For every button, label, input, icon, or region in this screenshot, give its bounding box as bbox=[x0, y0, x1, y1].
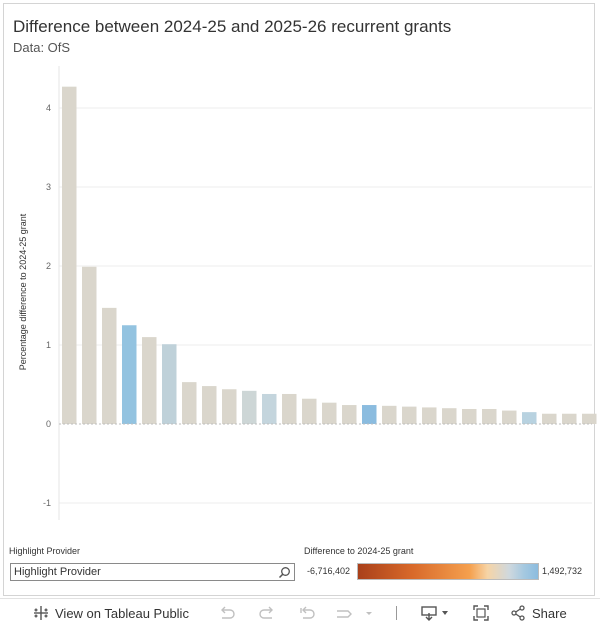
y-tick-label: 4 bbox=[46, 103, 51, 113]
bar[interactable] bbox=[62, 86, 77, 425]
bar[interactable] bbox=[382, 405, 397, 424]
download-button[interactable] bbox=[420, 605, 452, 621]
legend-min: -6,716,402 bbox=[307, 566, 351, 576]
bar[interactable] bbox=[422, 407, 437, 424]
tableau-logo-icon bbox=[34, 606, 48, 620]
legend-max: 1,492,732 bbox=[542, 566, 583, 576]
fullscreen-button[interactable] bbox=[472, 605, 490, 621]
y-tick-label: 1 bbox=[46, 340, 51, 350]
bar[interactable] bbox=[442, 408, 457, 424]
revert-icon bbox=[300, 606, 315, 619]
bar[interactable] bbox=[562, 413, 577, 424]
y-axis-label: Percentage difference to 2024-25 grant bbox=[18, 213, 28, 370]
bars bbox=[62, 86, 597, 425]
share-icon bbox=[511, 605, 525, 621]
bar[interactable] bbox=[322, 402, 337, 424]
bar[interactable] bbox=[302, 398, 317, 424]
bar[interactable] bbox=[542, 413, 557, 424]
pause-updates-button[interactable] bbox=[335, 605, 375, 621]
refresh-icon bbox=[337, 610, 372, 618]
gridlines bbox=[59, 107, 592, 504]
viz-frame bbox=[3, 3, 595, 596]
bar[interactable] bbox=[462, 408, 477, 424]
bar[interactable] bbox=[582, 413, 597, 424]
chart-subtitle: Data: OfS bbox=[13, 40, 71, 55]
bar[interactable] bbox=[482, 408, 497, 424]
bar[interactable] bbox=[262, 393, 277, 424]
search-icon[interactable] bbox=[278, 566, 291, 579]
bar[interactable] bbox=[242, 390, 257, 424]
bar[interactable] bbox=[182, 382, 197, 424]
y-tick-label: 0 bbox=[46, 419, 51, 429]
bar[interactable] bbox=[142, 337, 157, 424]
toolbar-separator bbox=[396, 606, 397, 620]
chart-title: Difference between 2024-25 and 2025-26 r… bbox=[13, 17, 452, 36]
bar[interactable] bbox=[502, 410, 517, 424]
y-axis: 4 3 2 1 0 -1 bbox=[43, 103, 51, 508]
highlight-label: Highlight Provider bbox=[9, 546, 81, 556]
revert-button[interactable] bbox=[298, 605, 316, 621]
toolbar: View on Tableau Public bbox=[0, 598, 600, 627]
bar[interactable] bbox=[82, 266, 97, 424]
bar[interactable] bbox=[202, 386, 217, 424]
bar[interactable] bbox=[362, 405, 377, 424]
fullscreen-icon bbox=[473, 605, 489, 621]
bar-chart: 4 3 2 1 0 -1 Percentage difference to 2024-25… bbox=[18, 66, 597, 520]
bar[interactable] bbox=[122, 325, 137, 424]
view-on-tableau-label: View on Tableau Public bbox=[55, 605, 189, 621]
legend-title: Difference to 2024-25 grant bbox=[304, 546, 414, 556]
highlight-provider-box[interactable] bbox=[10, 563, 295, 581]
highlight-provider-input[interactable] bbox=[14, 565, 274, 579]
redo-button[interactable] bbox=[258, 605, 276, 621]
bar[interactable] bbox=[522, 412, 537, 424]
bar[interactable] bbox=[342, 405, 357, 424]
undo-button[interactable] bbox=[218, 605, 236, 621]
bar[interactable] bbox=[162, 344, 177, 424]
bar[interactable] bbox=[102, 307, 117, 424]
download-icon bbox=[421, 606, 448, 621]
y-tick-label: 3 bbox=[46, 182, 51, 192]
share-label: Share bbox=[532, 605, 567, 621]
redo-icon bbox=[259, 606, 273, 619]
undo-icon bbox=[221, 606, 235, 619]
bar[interactable] bbox=[222, 389, 237, 424]
bar[interactable] bbox=[402, 406, 417, 424]
share-button[interactable]: Share bbox=[510, 605, 567, 621]
bar[interactable] bbox=[282, 393, 297, 424]
y-tick-label: -1 bbox=[43, 498, 51, 508]
legend-color-ramp bbox=[357, 563, 539, 580]
view-on-tableau-button[interactable]: View on Tableau Public bbox=[33, 605, 189, 621]
y-tick-label: 2 bbox=[46, 261, 51, 271]
